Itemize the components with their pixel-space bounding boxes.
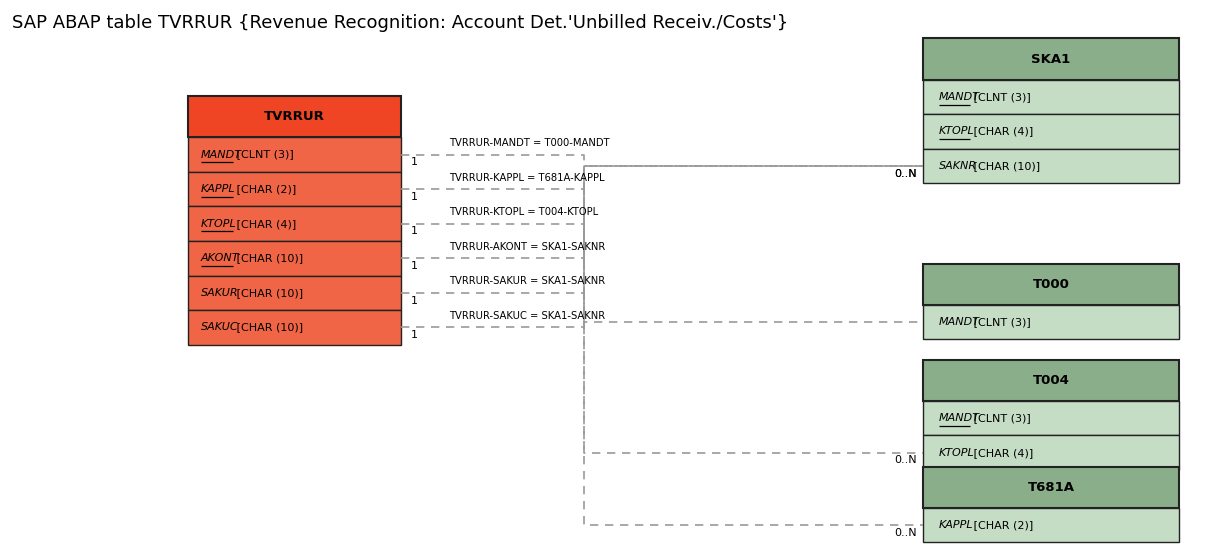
Text: SAKUR: SAKUR [202, 288, 238, 298]
FancyBboxPatch shape [923, 264, 1179, 305]
Text: [CHAR (10)]: [CHAR (10)] [233, 322, 303, 333]
Text: KTOPL: KTOPL [939, 447, 974, 458]
Text: T000: T000 [1033, 278, 1069, 290]
FancyBboxPatch shape [188, 172, 401, 206]
Text: 0..N: 0..N [894, 169, 917, 179]
FancyBboxPatch shape [923, 305, 1179, 339]
Text: TVRRUR-KTOPL = T004-KTOPL: TVRRUR-KTOPL = T004-KTOPL [450, 207, 599, 217]
FancyBboxPatch shape [923, 508, 1179, 542]
Text: KTOPL: KTOPL [202, 219, 237, 229]
Text: [CHAR (4)]: [CHAR (4)] [233, 219, 296, 229]
Text: 0..N: 0..N [894, 456, 917, 466]
Text: TVRRUR: TVRRUR [264, 110, 326, 123]
Text: MANDT: MANDT [202, 149, 242, 160]
FancyBboxPatch shape [923, 467, 1179, 508]
FancyBboxPatch shape [188, 206, 401, 241]
Text: MANDT: MANDT [939, 92, 979, 102]
Text: [CHAR (2)]: [CHAR (2)] [971, 520, 1034, 530]
Text: AKONT: AKONT [202, 253, 239, 264]
Text: [CLNT (3)]: [CLNT (3)] [971, 413, 1032, 423]
Text: [CHAR (10)]: [CHAR (10)] [233, 253, 303, 264]
Text: KTOPL: KTOPL [939, 126, 974, 137]
Text: TVRRUR-MANDT = T000-MANDT: TVRRUR-MANDT = T000-MANDT [450, 138, 610, 148]
Text: SKA1: SKA1 [1032, 53, 1070, 65]
Text: [CHAR (2)]: [CHAR (2)] [233, 184, 296, 194]
Text: 1: 1 [411, 157, 418, 167]
Text: 0..N: 0..N [894, 169, 917, 179]
Text: [CHAR (4)]: [CHAR (4)] [971, 126, 1034, 137]
FancyBboxPatch shape [188, 276, 401, 310]
Text: SAKUC: SAKUC [202, 322, 238, 333]
Text: [CHAR (10)]: [CHAR (10)] [971, 161, 1040, 171]
Text: [CHAR (10)]: [CHAR (10)] [233, 288, 303, 298]
Text: 1: 1 [411, 261, 418, 271]
FancyBboxPatch shape [923, 80, 1179, 114]
Text: 1: 1 [411, 295, 418, 306]
Text: 1: 1 [411, 330, 418, 340]
FancyBboxPatch shape [188, 96, 401, 137]
FancyBboxPatch shape [923, 114, 1179, 149]
Text: [CHAR (4)]: [CHAR (4)] [971, 447, 1034, 458]
Text: T004: T004 [1033, 374, 1069, 386]
Text: TVRRUR-AKONT = SKA1-SAKNR: TVRRUR-AKONT = SKA1-SAKNR [450, 242, 606, 251]
FancyBboxPatch shape [188, 310, 401, 345]
Text: KAPPL: KAPPL [939, 520, 973, 530]
Text: [CLNT (3)]: [CLNT (3)] [971, 317, 1032, 327]
FancyBboxPatch shape [188, 137, 401, 172]
FancyBboxPatch shape [923, 360, 1179, 401]
Text: [CLNT (3)]: [CLNT (3)] [233, 149, 294, 160]
Text: SAP ABAP table TVRRUR {Revenue Recognition: Account Det.'Unbilled Receiv./Costs': SAP ABAP table TVRRUR {Revenue Recogniti… [12, 14, 789, 32]
Text: 1: 1 [411, 192, 418, 202]
FancyBboxPatch shape [923, 38, 1179, 80]
Text: 0..N: 0..N [894, 528, 917, 538]
FancyBboxPatch shape [923, 435, 1179, 470]
FancyBboxPatch shape [923, 149, 1179, 183]
Text: [CLNT (3)]: [CLNT (3)] [971, 92, 1032, 102]
Text: TVRRUR-SAKUR = SKA1-SAKNR: TVRRUR-SAKUR = SKA1-SAKNR [450, 276, 605, 287]
Text: TVRRUR-SAKUC = SKA1-SAKNR: TVRRUR-SAKUC = SKA1-SAKNR [450, 311, 605, 321]
Text: 1: 1 [411, 226, 418, 237]
Text: MANDT: MANDT [939, 413, 979, 423]
Text: SAKNR: SAKNR [939, 161, 977, 171]
FancyBboxPatch shape [923, 401, 1179, 435]
Text: TVRRUR-KAPPL = T681A-KAPPL: TVRRUR-KAPPL = T681A-KAPPL [450, 172, 605, 182]
Text: KAPPL: KAPPL [202, 184, 236, 194]
Text: MANDT: MANDT [939, 317, 979, 327]
FancyBboxPatch shape [188, 241, 401, 276]
Text: T681A: T681A [1028, 481, 1074, 494]
